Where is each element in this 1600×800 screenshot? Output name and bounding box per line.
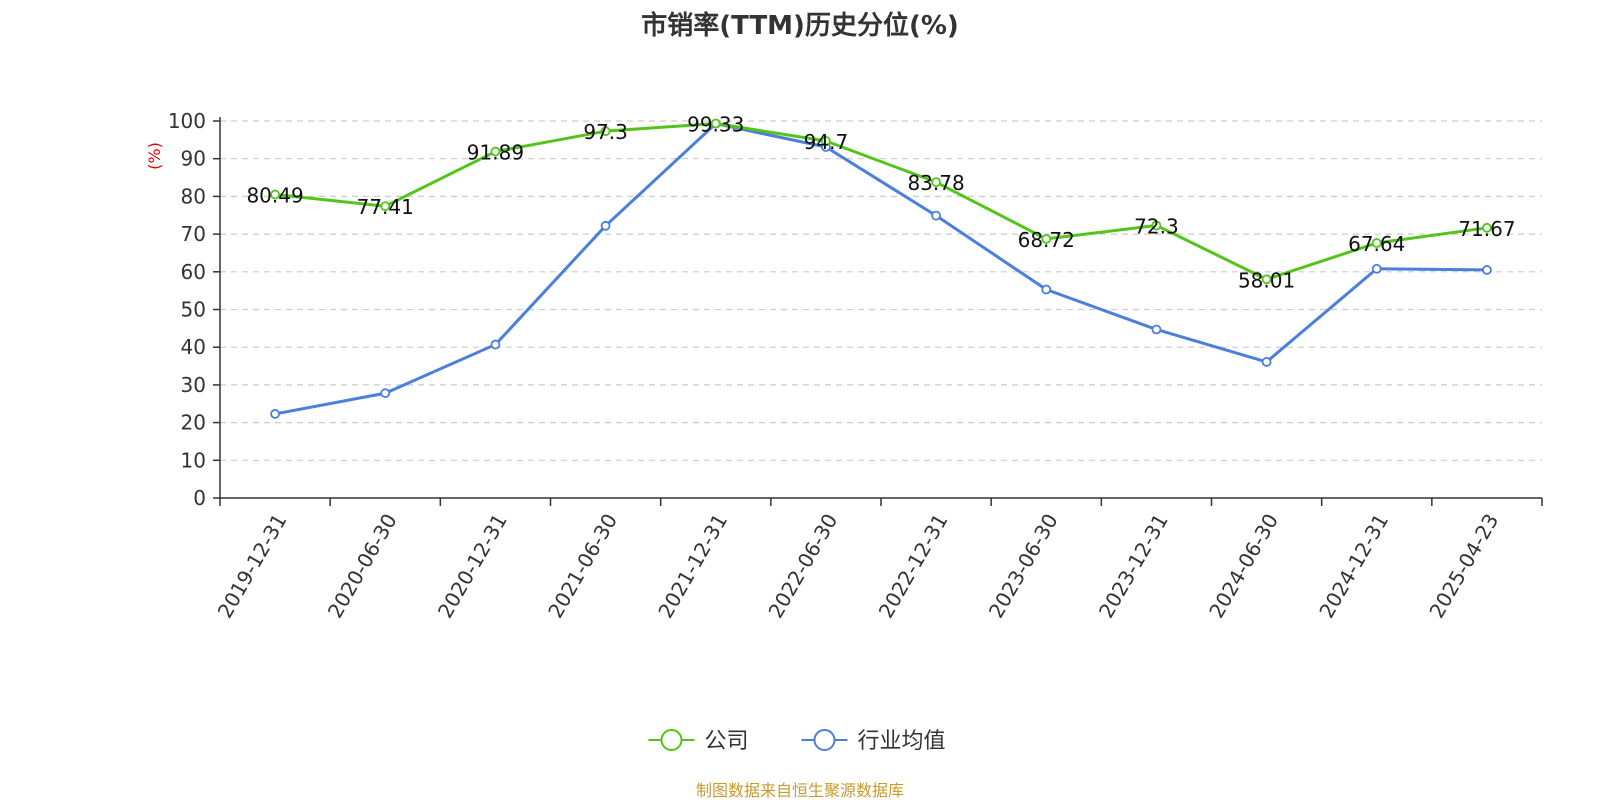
x-tick-label: 2019-12-31 (213, 510, 292, 623)
series-line (274, 122, 1488, 281)
data-point (710, 118, 721, 129)
x-tick-label: 2022-12-31 (874, 510, 953, 623)
x-tick-label: 2022-06-30 (763, 510, 842, 623)
data-point (1261, 357, 1272, 367)
x-tick-label: 2023-12-31 (1094, 510, 1173, 623)
data-label: 83.78 (907, 171, 964, 195)
series-lines (270, 118, 1492, 419)
data-label: 67.64 (1348, 232, 1405, 256)
data-point (1151, 220, 1162, 231)
data-label: 91.89 (467, 141, 524, 165)
legend-marker-icon (660, 729, 683, 751)
y-tick-label: 10 (181, 448, 206, 472)
data-label: 72.3 (1134, 214, 1179, 238)
x-tick-label: 2021-12-31 (653, 510, 732, 623)
data-label: 71.67 (1458, 217, 1515, 241)
legend: 公司 行业均值 (648, 729, 946, 754)
data-label: 58.01 (1238, 268, 1295, 292)
data-point (380, 201, 391, 212)
y-tick-label: 60 (181, 260, 206, 284)
data-point (1371, 263, 1382, 274)
series-line (274, 122, 1487, 416)
source-note: 制图数据来自恒生聚源数据库 (696, 781, 904, 800)
data-point (270, 409, 280, 419)
chart-title: 市销率(TTM)历史分位(%) (641, 10, 959, 41)
data-point (1261, 274, 1272, 285)
y-tick-label: 20 (181, 411, 206, 435)
data-label: 97.3 (583, 120, 628, 144)
data-point (490, 146, 501, 157)
y-tick-label: 100 (168, 109, 206, 133)
data-label: 77.41 (357, 195, 414, 219)
data-point (380, 388, 391, 399)
data-point (270, 189, 280, 200)
data-point (1041, 284, 1052, 295)
x-tick-label: 2025-04-23 (1424, 510, 1503, 623)
y-tick-label: 30 (181, 373, 206, 397)
y-axis-unit: (%) (145, 142, 164, 170)
legend-label: 行业均值 (858, 729, 946, 754)
legend-label: 公司 (705, 729, 749, 754)
x-tick-label: 2023-06-30 (984, 510, 1063, 623)
y-tick-label: 80 (181, 184, 206, 208)
x-tick-label: 2024-06-30 (1204, 510, 1283, 623)
data-labels: 80.49 77.41 91.89 97.3 99.33 94.7 83.78 68.72 72… (246, 113, 1515, 293)
data-point (1482, 265, 1492, 275)
data-point (931, 210, 941, 221)
legend-item[interactable]: 行业均值 (801, 729, 946, 754)
data-point (931, 177, 941, 188)
x-tick-label: 2021-06-30 (543, 510, 622, 623)
data-point (600, 220, 611, 231)
y-tick-label: 40 (181, 335, 206, 359)
data-point (1151, 324, 1162, 335)
x-tick-label: 2020-12-31 (433, 510, 512, 623)
y-tick-label: 50 (181, 298, 206, 322)
data-label: 68.72 (1018, 228, 1075, 252)
y-tick-label: 90 (181, 147, 206, 171)
legend-item[interactable]: 公司 (648, 729, 749, 754)
data-label: 80.49 (246, 184, 303, 208)
data-point (1371, 238, 1382, 248)
axes: 0 10 20 30 40 50 60 70 80 90 100 2019-12-31 2020-06-… (168, 109, 1543, 623)
legend-marker-icon (813, 729, 836, 751)
data-point (600, 126, 611, 137)
data-label: 99.33 (687, 113, 744, 137)
x-tick-label: 2024-12-31 (1314, 510, 1393, 623)
x-tick-label: 2020-06-30 (323, 510, 402, 623)
data-point (490, 339, 501, 350)
grid-lines (220, 120, 1542, 461)
data-point (821, 136, 831, 146)
y-tick-label: 0 (193, 486, 206, 510)
data-point (1482, 222, 1492, 233)
y-tick-label: 70 (181, 222, 206, 246)
data-point (1041, 234, 1052, 244)
data-label: 94.7 (804, 130, 849, 154)
